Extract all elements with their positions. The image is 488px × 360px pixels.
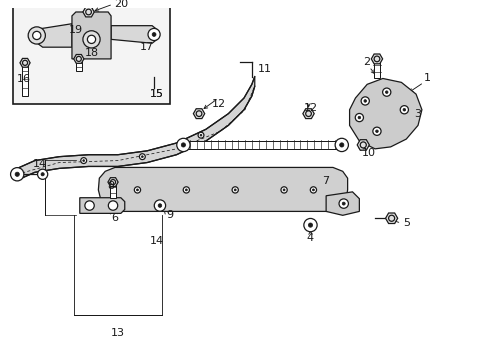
Polygon shape bbox=[302, 109, 314, 118]
Circle shape bbox=[303, 219, 317, 232]
Circle shape bbox=[158, 204, 162, 207]
Text: 8: 8 bbox=[107, 181, 114, 191]
Polygon shape bbox=[373, 59, 379, 78]
Circle shape bbox=[15, 172, 20, 176]
Text: 9: 9 bbox=[166, 210, 173, 220]
Polygon shape bbox=[349, 78, 421, 149]
Text: 15: 15 bbox=[150, 89, 163, 99]
Circle shape bbox=[198, 132, 203, 138]
Circle shape bbox=[354, 113, 363, 122]
Text: 2: 2 bbox=[363, 57, 370, 67]
Text: 13: 13 bbox=[111, 328, 124, 338]
Polygon shape bbox=[183, 141, 341, 149]
Circle shape bbox=[342, 202, 345, 205]
Polygon shape bbox=[370, 54, 382, 64]
Text: 12: 12 bbox=[211, 99, 225, 109]
Circle shape bbox=[83, 31, 100, 48]
Polygon shape bbox=[108, 178, 118, 186]
Text: 17: 17 bbox=[140, 42, 154, 52]
Polygon shape bbox=[98, 167, 347, 211]
Circle shape bbox=[234, 189, 236, 191]
Circle shape bbox=[136, 189, 138, 191]
Text: 10: 10 bbox=[362, 148, 375, 158]
Text: 19: 19 bbox=[69, 24, 83, 35]
Circle shape bbox=[41, 173, 44, 176]
Text: 4: 4 bbox=[306, 233, 313, 243]
Circle shape bbox=[382, 88, 390, 96]
Circle shape bbox=[11, 168, 24, 181]
Polygon shape bbox=[74, 54, 84, 63]
Circle shape bbox=[375, 130, 378, 132]
Text: 6: 6 bbox=[111, 213, 118, 223]
Circle shape bbox=[154, 200, 165, 211]
Circle shape bbox=[308, 223, 312, 227]
Polygon shape bbox=[385, 213, 397, 224]
Text: 20: 20 bbox=[114, 0, 128, 9]
Circle shape bbox=[82, 159, 84, 162]
Polygon shape bbox=[17, 77, 254, 180]
Circle shape bbox=[85, 201, 94, 210]
Circle shape bbox=[134, 187, 140, 193]
Circle shape bbox=[312, 189, 314, 191]
Circle shape bbox=[141, 156, 143, 158]
Bar bbox=[13, 6, 169, 104]
Circle shape bbox=[200, 134, 202, 136]
Circle shape bbox=[363, 100, 366, 102]
Polygon shape bbox=[35, 24, 72, 47]
Circle shape bbox=[399, 105, 407, 114]
Text: 1: 1 bbox=[424, 73, 430, 84]
Circle shape bbox=[338, 199, 348, 208]
Circle shape bbox=[139, 154, 145, 159]
Text: 14: 14 bbox=[33, 159, 47, 170]
Circle shape bbox=[33, 31, 41, 40]
Text: 11: 11 bbox=[257, 64, 271, 74]
Circle shape bbox=[232, 187, 238, 193]
Circle shape bbox=[281, 187, 286, 193]
Polygon shape bbox=[20, 58, 30, 67]
Circle shape bbox=[183, 187, 189, 193]
Text: 16: 16 bbox=[17, 75, 31, 85]
Polygon shape bbox=[72, 12, 111, 59]
Polygon shape bbox=[83, 7, 94, 17]
Polygon shape bbox=[356, 140, 368, 150]
Polygon shape bbox=[80, 198, 124, 213]
Text: 15: 15 bbox=[150, 89, 163, 99]
Circle shape bbox=[108, 201, 118, 210]
Circle shape bbox=[372, 127, 380, 135]
Text: 12: 12 bbox=[303, 103, 317, 113]
Circle shape bbox=[87, 35, 96, 44]
Circle shape bbox=[360, 97, 368, 105]
Circle shape bbox=[185, 189, 187, 191]
Circle shape bbox=[152, 32, 156, 36]
Circle shape bbox=[310, 187, 316, 193]
Circle shape bbox=[339, 143, 343, 147]
Text: 5: 5 bbox=[402, 218, 409, 228]
Polygon shape bbox=[111, 26, 157, 43]
Polygon shape bbox=[110, 182, 116, 198]
Text: 14: 14 bbox=[150, 236, 164, 246]
Polygon shape bbox=[22, 63, 28, 96]
Circle shape bbox=[181, 143, 185, 147]
Circle shape bbox=[148, 28, 160, 41]
Circle shape bbox=[357, 116, 360, 119]
Circle shape bbox=[334, 138, 348, 152]
Circle shape bbox=[385, 91, 387, 94]
Text: 7: 7 bbox=[322, 176, 329, 186]
Circle shape bbox=[81, 158, 86, 163]
Text: 3: 3 bbox=[414, 109, 421, 119]
Polygon shape bbox=[325, 192, 359, 215]
Polygon shape bbox=[85, 0, 92, 12]
Circle shape bbox=[402, 108, 405, 111]
Polygon shape bbox=[76, 59, 81, 71]
Circle shape bbox=[176, 138, 190, 152]
Text: 18: 18 bbox=[84, 48, 99, 58]
Polygon shape bbox=[193, 109, 204, 118]
Circle shape bbox=[38, 169, 48, 179]
Circle shape bbox=[283, 189, 285, 191]
Circle shape bbox=[28, 27, 45, 44]
